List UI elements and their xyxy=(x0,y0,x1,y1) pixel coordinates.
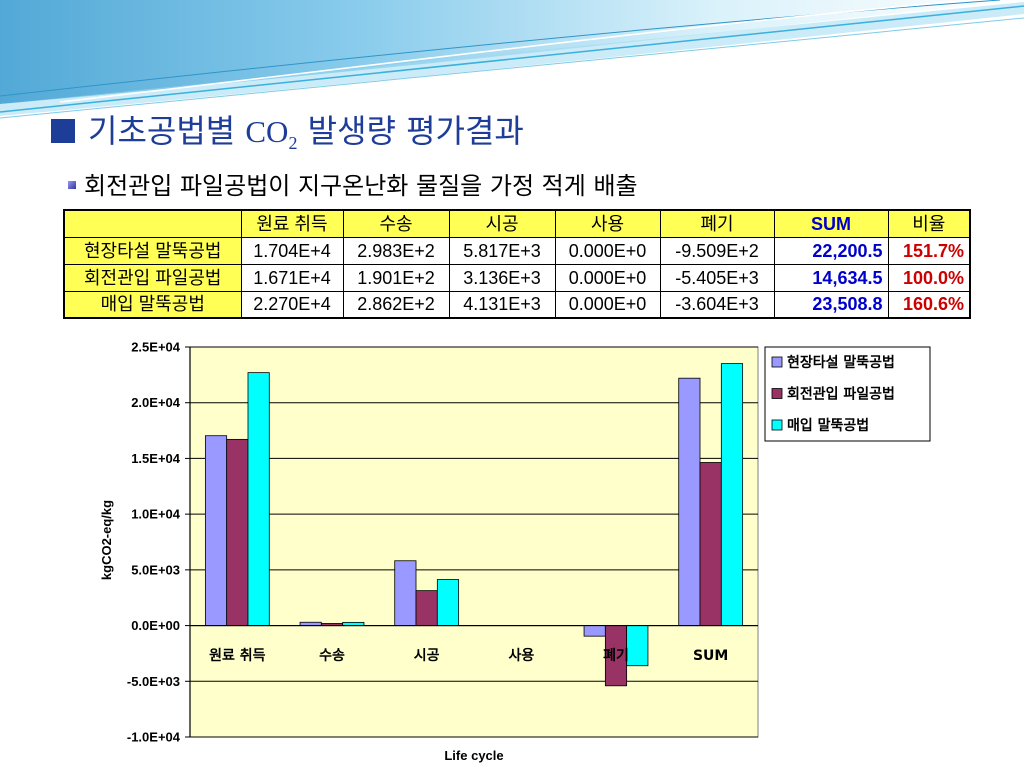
table-header-row: 원료 취득 수송 시공 사용 폐기 SUM 비율 xyxy=(63,209,971,238)
y-tick-label: 1.0E+04 xyxy=(131,507,181,522)
table-cell: 2.983E+2 xyxy=(342,236,450,265)
table-cell: 0.000E+0 xyxy=(554,263,661,292)
title-formula: CO xyxy=(245,114,289,149)
legend-swatch xyxy=(771,419,783,431)
table-cell: 4.131E+3 xyxy=(448,290,556,319)
subtitle: 회전관입 파일공법이 지구온난화 물질을 가정 적게 배출 xyxy=(66,171,766,201)
column-header: 시공 xyxy=(448,209,556,238)
table-row: 현장타설 말뚝공법 1.704E+4 2.983E+2 5.817E+3 0.0… xyxy=(63,236,971,265)
column-header: 폐기 xyxy=(659,209,775,238)
bar-series-2-category-6 xyxy=(699,462,722,626)
legend-box xyxy=(764,346,931,442)
legend-label: 회전관입 파일공법 xyxy=(787,386,895,403)
bar-series-1-category-5 xyxy=(583,625,606,637)
table-corner-cell xyxy=(63,209,242,238)
row-label: 회전관입 파일공법 xyxy=(63,263,242,292)
table-cell: 1.671E+4 xyxy=(240,263,344,292)
table-cell: 2.270E+4 xyxy=(240,290,344,319)
bar-series-1-category-6 xyxy=(678,377,701,626)
bar-series-1-category-1 xyxy=(204,435,228,626)
y-axis-title: kgCO2-eq/kg xyxy=(99,500,114,580)
y-tick-label: 2.5E+04 xyxy=(131,340,181,355)
legend-item: 현장타설 말뚝공법 xyxy=(771,354,895,371)
table-cell: 0.000E+0 xyxy=(554,236,661,265)
legend-item: 매입 말뚝공법 xyxy=(771,418,869,434)
bar-series-3-category-3 xyxy=(436,579,460,626)
table-cell-sum: 22,200.5 xyxy=(773,236,889,265)
table-cell: 1.901E+2 xyxy=(342,263,450,292)
bar-series-3-category-1 xyxy=(247,372,270,626)
y-tick-label: 2.0E+04 xyxy=(131,395,181,410)
row-label: 현장타설 말뚝공법 xyxy=(63,236,242,265)
legend-swatch xyxy=(771,388,783,399)
category-label: 원료 취득 xyxy=(209,648,266,664)
table-cell-ratio: 100.0% xyxy=(887,263,971,292)
emissions-table: 원료 취득 수송 시공 사용 폐기 SUM 비율 현장타설 말뚝공법 1.704… xyxy=(63,209,971,319)
title-text-after: 발생량 평가결과 xyxy=(307,112,524,150)
y-tick-label: 1.5E+04 xyxy=(131,451,181,466)
slide-title: 기초공법별 CO2 발생량 평가결과 xyxy=(50,110,770,152)
title-formula-subscript: 2 xyxy=(288,133,298,153)
title-chem-formula: CO2 xyxy=(245,114,297,152)
legend-label: 현장타설 말뚝공법 xyxy=(787,354,895,371)
bar-series-3-category-5 xyxy=(626,625,649,667)
column-header: 수송 xyxy=(342,209,450,238)
column-header: 사용 xyxy=(554,209,661,238)
category-label: SUM xyxy=(693,648,728,664)
y-tick-label: -5.0E+03 xyxy=(127,674,180,689)
legend-item: 회전관입 파일공법 xyxy=(771,386,895,403)
bar-series-3-category-6 xyxy=(720,363,744,626)
y-tick-label: -1.0E+04 xyxy=(127,730,181,745)
table-cell: 5.817E+3 xyxy=(448,236,556,265)
table-cell-sum: 23,508.8 xyxy=(773,290,889,319)
table-cell-ratio: 160.6% xyxy=(887,290,971,319)
square-bullet-icon xyxy=(51,119,75,143)
category-label: 폐기 xyxy=(603,648,629,664)
category-label: 수송 xyxy=(319,648,345,664)
label-layer: 2.5E+04 2.0E+04 1.5E+04 1.0E+04 5.0E+03 0.0E+… xyxy=(127,340,728,745)
table-cell-sum: 14,634.5 xyxy=(773,263,889,292)
table-cell: -5.405E+3 xyxy=(659,263,775,292)
row-label: 매입 말뚝공법 xyxy=(63,290,242,319)
table-cell: 2.862E+2 xyxy=(342,290,450,319)
table-cell: 0.000E+0 xyxy=(554,290,661,319)
plot-area xyxy=(189,346,759,738)
table-cell: 3.136E+3 xyxy=(448,263,556,292)
legend-label: 매입 말뚝공법 xyxy=(787,418,869,434)
column-header: 원료 취득 xyxy=(240,209,344,238)
table-cell: -3.604E+3 xyxy=(659,290,775,319)
y-tick-label: 5.0E+03 xyxy=(131,562,180,577)
small-square-bullet-icon xyxy=(68,181,76,189)
column-header-sum: SUM xyxy=(773,209,889,238)
table-row: 회전관입 파일공법 1.671E+4 1.901E+2 3.136E+3 0.0… xyxy=(63,263,971,292)
bar-series-1-category-3 xyxy=(394,560,417,626)
table-cell-ratio: 151.7% xyxy=(887,236,971,265)
page-title: 기초공법별 CO2 발생량 평가결과 xyxy=(88,110,524,153)
category-label: 시공 xyxy=(414,648,440,664)
subtitle-text: 회전관입 파일공법이 지구온난화 물질을 가정 적게 배출 xyxy=(84,172,638,200)
legend-swatch xyxy=(771,356,783,368)
co2-bar-chart: 2.5E+04 2.0E+04 1.5E+04 1.0E+04 5.0E+03 0.0E+… xyxy=(95,335,935,768)
table-cell: -9.509E+2 xyxy=(659,236,775,265)
category-label: 사용 xyxy=(508,648,534,664)
bar-series-2-category-3 xyxy=(415,590,438,626)
y-tick-label: 0.0E+00 xyxy=(131,618,180,633)
bar-layer xyxy=(190,363,758,687)
header-wave-decoration xyxy=(0,0,1024,119)
title-text-before: 기초공법별 xyxy=(88,112,236,150)
bar-series-2-category-1 xyxy=(226,438,249,626)
column-header-ratio: 비율 xyxy=(887,209,971,238)
table-cell: 1.704E+4 xyxy=(240,236,344,265)
x-axis-title: Life cycle xyxy=(444,748,503,763)
table-row: 매입 말뚝공법 2.270E+4 2.862E+2 4.131E+3 0.000… xyxy=(63,290,971,319)
